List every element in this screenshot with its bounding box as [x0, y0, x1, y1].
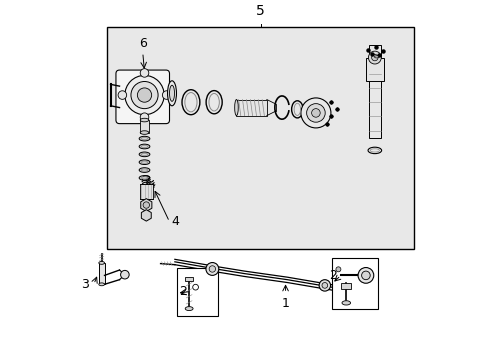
- Ellipse shape: [139, 176, 149, 180]
- Bar: [107, 27, 413, 249]
- Circle shape: [121, 270, 129, 279]
- Circle shape: [131, 81, 158, 109]
- FancyBboxPatch shape: [116, 70, 169, 123]
- Ellipse shape: [141, 177, 147, 179]
- Ellipse shape: [141, 138, 147, 140]
- Ellipse shape: [139, 160, 149, 165]
- Circle shape: [209, 266, 215, 272]
- Circle shape: [143, 202, 149, 208]
- Circle shape: [300, 98, 330, 128]
- Circle shape: [319, 280, 330, 291]
- Bar: [341, 283, 350, 289]
- Circle shape: [118, 91, 126, 99]
- Bar: [331, 257, 378, 309]
- Text: 3: 3: [81, 278, 88, 291]
- Circle shape: [357, 267, 373, 283]
- Ellipse shape: [99, 283, 104, 286]
- Bar: [184, 277, 193, 281]
- Circle shape: [367, 51, 381, 64]
- Circle shape: [321, 283, 327, 288]
- Ellipse shape: [139, 136, 149, 141]
- Ellipse shape: [140, 118, 148, 122]
- Ellipse shape: [141, 145, 147, 148]
- Bar: [368, 45, 380, 138]
- Circle shape: [162, 91, 171, 99]
- Text: 6: 6: [139, 37, 146, 50]
- Bar: [140, 120, 148, 132]
- Circle shape: [137, 88, 151, 102]
- Ellipse shape: [141, 169, 147, 171]
- Ellipse shape: [374, 56, 378, 58]
- Circle shape: [361, 271, 369, 280]
- Ellipse shape: [167, 81, 176, 106]
- Text: 5: 5: [256, 4, 264, 18]
- Circle shape: [140, 113, 148, 121]
- Text: 1: 1: [281, 297, 289, 310]
- Text: 2: 2: [329, 269, 337, 282]
- Bar: [176, 268, 217, 316]
- Circle shape: [140, 69, 148, 77]
- Text: 4: 4: [171, 215, 179, 228]
- Ellipse shape: [185, 307, 193, 311]
- Ellipse shape: [140, 131, 148, 134]
- Ellipse shape: [341, 301, 350, 305]
- Ellipse shape: [139, 152, 149, 157]
- Ellipse shape: [169, 85, 174, 101]
- Circle shape: [311, 109, 320, 117]
- Ellipse shape: [139, 168, 149, 172]
- Ellipse shape: [141, 161, 147, 163]
- Text: 2: 2: [179, 285, 187, 298]
- Bar: [140, 184, 152, 199]
- Ellipse shape: [99, 261, 104, 264]
- Circle shape: [306, 104, 325, 122]
- Circle shape: [205, 262, 218, 275]
- Ellipse shape: [234, 99, 238, 116]
- Bar: [236, 99, 266, 116]
- Bar: [99, 263, 104, 284]
- Ellipse shape: [139, 144, 149, 149]
- Circle shape: [335, 267, 340, 272]
- Ellipse shape: [141, 153, 147, 156]
- Circle shape: [124, 76, 164, 115]
- Circle shape: [371, 54, 377, 61]
- Bar: [365, 58, 383, 81]
